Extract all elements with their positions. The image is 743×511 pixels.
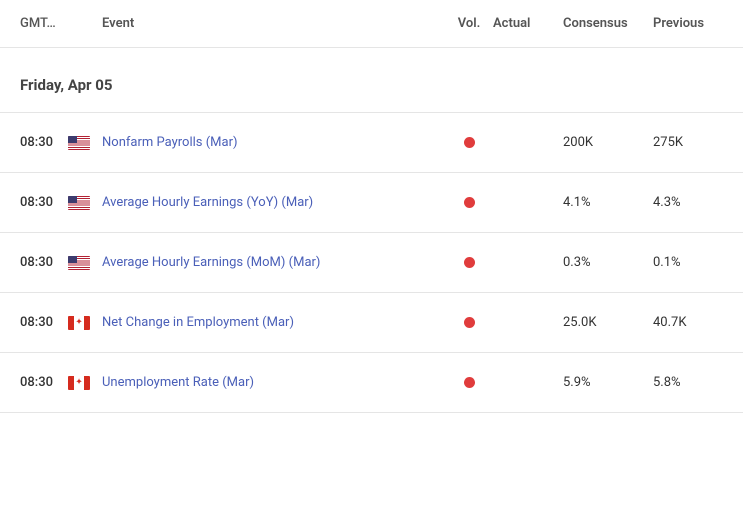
col-header-time: GMT… bbox=[20, 16, 68, 31]
event-name: Net Change in Employment (Mar) bbox=[102, 315, 445, 330]
ca-flag-icon: ✦ bbox=[68, 376, 102, 390]
col-header-previous: Previous bbox=[653, 16, 723, 31]
event-row: 08:30 Average Hourly Earnings (YoY) (Mar)… bbox=[0, 173, 743, 233]
volatility-dot-icon bbox=[464, 197, 475, 208]
date-header: Friday, Apr 05 bbox=[0, 48, 743, 113]
volatility-dot-icon bbox=[464, 317, 475, 328]
event-link[interactable]: Net Change in Employment (Mar) bbox=[102, 315, 294, 330]
event-name: Nonfarm Payrolls (Mar) bbox=[102, 135, 445, 150]
col-header-consensus: Consensus bbox=[563, 16, 653, 31]
event-previous: 275K bbox=[653, 135, 723, 150]
us-flag-icon bbox=[68, 136, 102, 150]
event-time: 08:30 bbox=[20, 315, 68, 330]
event-link[interactable]: Unemployment Rate (Mar) bbox=[102, 375, 254, 390]
event-consensus: 5.9% bbox=[563, 375, 653, 390]
volatility-indicator bbox=[445, 317, 493, 328]
volatility-dot-icon bbox=[464, 377, 475, 388]
volatility-dot-icon bbox=[464, 137, 475, 148]
volatility-indicator bbox=[445, 377, 493, 388]
col-header-actual: Actual bbox=[493, 16, 563, 31]
volatility-indicator bbox=[445, 257, 493, 268]
us-flag-icon bbox=[68, 196, 102, 210]
event-previous: 0.1% bbox=[653, 255, 723, 270]
event-row: 08:30✦Unemployment Rate (Mar) 5.9%5.8% bbox=[0, 353, 743, 413]
event-name: Unemployment Rate (Mar) bbox=[102, 375, 445, 390]
event-consensus: 4.1% bbox=[563, 195, 653, 210]
event-time: 08:30 bbox=[20, 255, 68, 270]
event-link[interactable]: Nonfarm Payrolls (Mar) bbox=[102, 135, 238, 150]
event-row: 08:30✦Net Change in Employment (Mar) 25.0… bbox=[0, 293, 743, 353]
table-header-row: GMT… Event Vol. Actual Consensus Previou… bbox=[0, 0, 743, 48]
event-consensus: 200K bbox=[563, 135, 653, 150]
event-previous: 5.8% bbox=[653, 375, 723, 390]
ca-flag-icon: ✦ bbox=[68, 316, 102, 330]
event-previous: 40.7K bbox=[653, 315, 723, 330]
event-consensus: 0.3% bbox=[563, 255, 653, 270]
event-row: 08:30 Nonfarm Payrolls (Mar) 200K275K bbox=[0, 113, 743, 173]
event-link[interactable]: Average Hourly Earnings (YoY) (Mar) bbox=[102, 195, 313, 210]
us-flag-icon bbox=[68, 256, 102, 270]
volatility-indicator bbox=[445, 137, 493, 148]
event-link[interactable]: Average Hourly Earnings (MoM) (Mar) bbox=[102, 255, 320, 270]
event-time: 08:30 bbox=[20, 195, 68, 210]
volatility-dot-icon bbox=[464, 257, 475, 268]
event-consensus: 25.0K bbox=[563, 315, 653, 330]
event-time: 08:30 bbox=[20, 375, 68, 390]
event-time: 08:30 bbox=[20, 135, 68, 150]
event-row: 08:30 Average Hourly Earnings (MoM) (Mar)… bbox=[0, 233, 743, 293]
col-header-vol: Vol. bbox=[445, 16, 493, 31]
economic-calendar-table: GMT… Event Vol. Actual Consensus Previou… bbox=[0, 0, 743, 413]
col-header-event: Event bbox=[102, 16, 445, 31]
volatility-indicator bbox=[445, 197, 493, 208]
event-name: Average Hourly Earnings (MoM) (Mar) bbox=[102, 255, 445, 270]
event-name: Average Hourly Earnings (YoY) (Mar) bbox=[102, 195, 445, 210]
event-previous: 4.3% bbox=[653, 195, 723, 210]
